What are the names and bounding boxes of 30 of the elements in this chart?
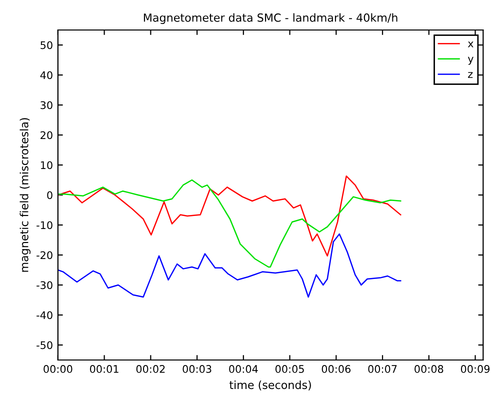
line-series bbox=[58, 179, 402, 268]
x-tick-label: 00:04 bbox=[229, 365, 258, 373]
x-tick-label: 00:02 bbox=[136, 365, 165, 373]
y-tick-label: 50 bbox=[40, 41, 52, 50]
legend-label: z bbox=[468, 72, 473, 78]
y-tick-label: 20 bbox=[40, 131, 52, 140]
y-tick-label: 30 bbox=[40, 101, 52, 110]
x-tick-label: 00:05 bbox=[275, 365, 304, 373]
x-axis-title: time (seconds) bbox=[229, 380, 311, 390]
x-tick-label: 00:09 bbox=[460, 365, 490, 373]
x-tick-label: 00:07 bbox=[368, 365, 397, 373]
chart-title: Magnetometer data SMC - landmark - 40km/h bbox=[144, 13, 398, 24]
y-tick-label: 40 bbox=[40, 71, 52, 80]
x-tick-label: 00:01 bbox=[90, 365, 118, 373]
line-series bbox=[58, 233, 402, 298]
y-tick-label: -30 bbox=[36, 281, 52, 290]
x-tick-label: 00:06 bbox=[322, 365, 351, 373]
x-tick-label: 00:08 bbox=[414, 365, 444, 373]
y-tick-label: -40 bbox=[36, 311, 52, 320]
x-tick-label: 00:03 bbox=[182, 365, 212, 373]
y-axis-title: magnetic field (miscrotesla) bbox=[20, 118, 31, 272]
y-tick-label: -10 bbox=[36, 221, 52, 230]
line-series bbox=[58, 175, 402, 257]
y-tick-label: 10 bbox=[40, 161, 52, 170]
y-tick-label: -20 bbox=[36, 251, 52, 260]
y-tick-label: -50 bbox=[36, 341, 52, 350]
x-tick-label: 00:00 bbox=[44, 365, 72, 373]
legend-label: x bbox=[468, 42, 474, 48]
y-tick-label: 0 bbox=[47, 191, 52, 200]
legend-label: y bbox=[468, 56, 474, 65]
